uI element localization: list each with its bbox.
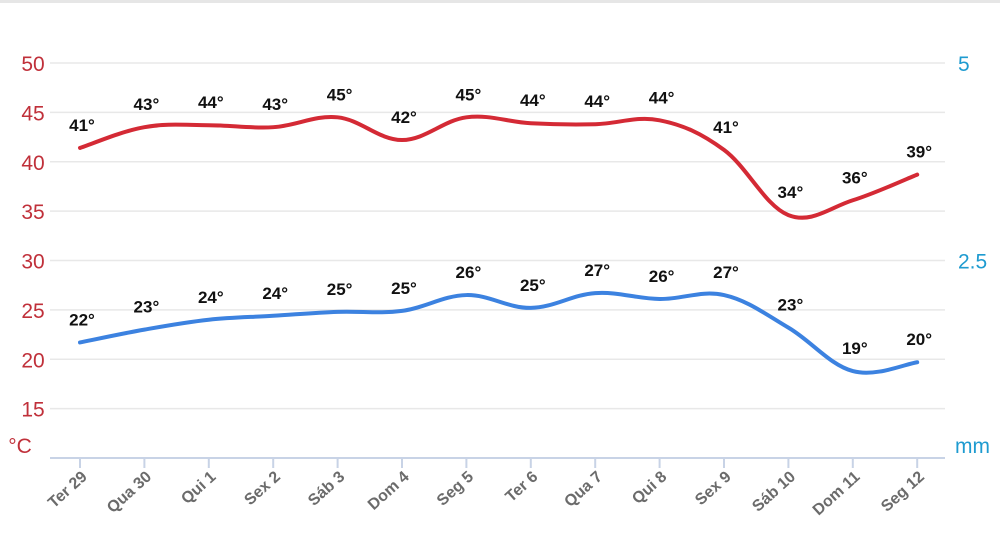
data-label: 19°	[842, 339, 868, 358]
y-axis-right: 52.5	[958, 53, 987, 274]
x-tick-label: Qui 8	[629, 468, 670, 507]
y-tick-left: 35	[21, 201, 44, 224]
data-label: 25°	[327, 280, 353, 299]
x-tick-label: Qui 1	[178, 468, 219, 507]
y-axis-right-unit: mm	[955, 435, 990, 458]
data-label: 42°	[391, 108, 417, 127]
x-tick-label: Dom 11	[810, 468, 864, 519]
data-label: 34°	[778, 183, 804, 202]
y-tick-right: 2.5	[958, 251, 987, 274]
y-tick-left: 25	[21, 300, 44, 323]
y-tick-left: 15	[21, 399, 44, 422]
x-tick-label: Dom 4	[365, 468, 413, 513]
data-label: 43°	[262, 95, 288, 114]
data-label: 43°	[134, 95, 160, 114]
axis-layer	[50, 457, 945, 468]
data-label: 23°	[134, 298, 160, 317]
data-label: 44°	[584, 92, 610, 111]
data-labels: 41° 43° 44° 43° 45° 42° 45° 44° 44° 44° 41° 34° 36° 3…	[69, 85, 932, 358]
data-label: 45°	[456, 85, 482, 104]
series-line-min	[78, 290, 920, 375]
y-axis-left: 50 45 40 35 30 25 20 15	[21, 53, 44, 422]
data-label: 24°	[198, 288, 224, 307]
data-label: 45°	[327, 85, 353, 104]
y-tick-left: 50	[21, 53, 44, 76]
data-label: 24°	[262, 284, 288, 303]
x-tick-label: Ter 6	[503, 468, 542, 505]
data-label: 25°	[520, 276, 546, 295]
y-axis-left-unit: °C	[8, 435, 32, 458]
series-line-max	[78, 114, 920, 220]
y-tick-left: 45	[21, 102, 44, 125]
data-label: 27°	[713, 263, 739, 282]
y-tick-left: 30	[21, 251, 44, 274]
top-divider	[0, 0, 1000, 3]
x-tick-label: Seg 5	[434, 468, 477, 509]
data-label: 44°	[198, 93, 224, 112]
x-tick-label: Sex 9	[692, 468, 735, 509]
x-tick-label: Ter 29	[45, 468, 91, 511]
x-tick-label: Qua 7	[561, 468, 605, 510]
data-label: 36°	[842, 168, 868, 187]
y-tick-left: 20	[21, 349, 44, 372]
data-label: 41°	[69, 116, 95, 135]
data-label: 44°	[649, 88, 675, 107]
y-tick-right: 5	[958, 53, 970, 76]
data-label: 44°	[520, 91, 546, 110]
data-label: 41°	[713, 118, 739, 137]
data-label: 25°	[391, 279, 417, 298]
grid-layer	[50, 62, 945, 410]
data-label: 22°	[69, 310, 95, 329]
y-tick-left: 40	[21, 152, 44, 175]
data-label: 39°	[906, 143, 932, 162]
data-label: 20°	[906, 330, 932, 349]
x-tick-label: Sáb 3	[305, 468, 348, 509]
series-layer	[78, 114, 920, 375]
x-tick-label: Sex 2	[241, 468, 284, 509]
x-axis-labels: Ter 29 Qua 30 Qui 1 Sex 2 Sáb 3 Dom 4 Seg 5 Ter…	[45, 468, 928, 519]
x-tick-label: Sáb 10	[749, 468, 799, 515]
x-tick-label: Seg 12	[878, 468, 928, 515]
data-label: 26°	[456, 263, 482, 282]
data-label: 27°	[584, 261, 610, 280]
data-label: 26°	[649, 267, 675, 286]
x-tick-label: Qua 30	[104, 468, 155, 516]
data-label: 23°	[778, 296, 804, 315]
